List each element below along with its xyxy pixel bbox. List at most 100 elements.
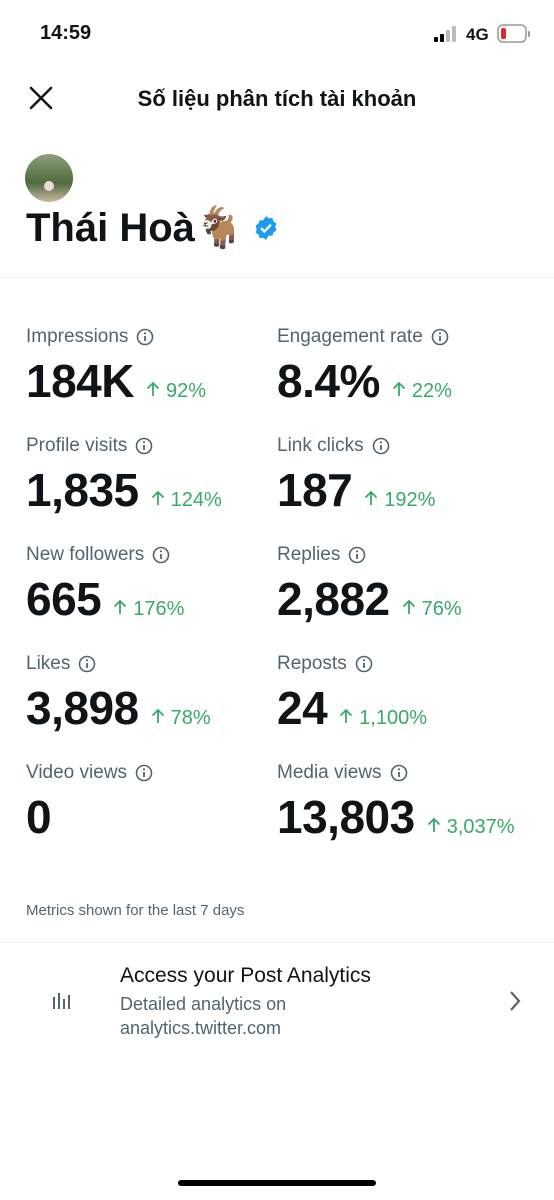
up-arrow	[402, 599, 415, 614]
metric-change: 124%	[151, 489, 222, 512]
metric-label: Video views	[26, 762, 128, 783]
metric-card: Link clicks 187 192%	[277, 434, 527, 516]
metric-label-row: Video views	[26, 761, 276, 785]
metric-card: Engagement rate 8.4% 22%	[277, 325, 527, 407]
metric-value: 3,898	[26, 682, 139, 734]
post-analytics-description: Detailed analytics on analytics.twitter.…	[120, 994, 287, 1038]
metric-card: Video views 0	[26, 761, 276, 843]
up-arrow	[114, 599, 127, 614]
metric-value: 1,835	[26, 464, 139, 516]
home-indicator	[178, 1180, 376, 1186]
metric-label: Profile visits	[26, 435, 128, 456]
info-icon[interactable]	[135, 764, 153, 782]
metric-change: 78%	[151, 707, 211, 730]
metric-change-value: 124%	[170, 489, 222, 511]
up-arrow	[151, 490, 164, 505]
analytics-icon	[53, 993, 70, 1009]
metric-change-value: 1,100%	[359, 707, 428, 729]
info-icon[interactable]	[372, 437, 390, 455]
metric-label: Engagement rate	[277, 326, 423, 347]
metric-card: Reposts 24 1,100%	[277, 652, 527, 734]
metric-change: 192%	[364, 489, 435, 512]
metric-change-value: 192%	[384, 489, 436, 511]
metric-value-row: 24 1,100%	[277, 682, 527, 734]
metric-value-row: 3,898 78%	[26, 682, 276, 734]
up-arrow	[392, 381, 405, 396]
metric-value-row: 1,835 124%	[26, 464, 276, 516]
metric-card: Impressions 184K 92%	[26, 325, 276, 407]
metric-value: 187	[277, 464, 353, 516]
metric-label-row: Engagement rate	[277, 325, 527, 349]
network-label: 4G	[466, 25, 489, 44]
metric-label: Impressions	[26, 326, 129, 347]
metric-change-value: 78%	[170, 707, 211, 729]
metric-change-value: 76%	[421, 598, 462, 620]
metric-label-row: Likes	[26, 652, 276, 676]
info-icon[interactable]	[355, 655, 373, 673]
metric-label-row: Replies	[277, 543, 527, 567]
metric-value: 665	[26, 573, 102, 625]
metric-value: 2,882	[277, 573, 390, 625]
metric-value-row: 13,803 3,037%	[277, 791, 527, 843]
metric-value-row: 187 192%	[277, 464, 527, 516]
metric-card: New followers 665 176%	[26, 543, 276, 625]
metric-label-row: Profile visits	[26, 434, 276, 458]
metric-label: Reposts	[277, 653, 347, 674]
metric-change: 76%	[402, 598, 462, 621]
post-analytics-link[interactable]: Access your Post Analytics Detailed anal…	[0, 943, 554, 1053]
metric-card: Likes 3,898 78%	[26, 652, 276, 734]
metric-value-row: 8.4% 22%	[277, 355, 527, 407]
metric-value-row: 0	[26, 791, 276, 843]
metric-value-row: 184K 92%	[26, 355, 276, 407]
metric-label: Media views	[277, 762, 382, 783]
divider	[0, 277, 554, 278]
info-icon[interactable]	[152, 546, 170, 564]
chevron-right	[510, 991, 521, 1011]
metric-change: 1,100%	[339, 707, 427, 730]
metric-change: 3,037%	[427, 816, 515, 839]
metric-value: 184K	[26, 355, 134, 407]
metric-change-value: 176%	[133, 598, 185, 620]
metric-value-row: 2,882 76%	[277, 573, 527, 625]
divider	[0, 942, 554, 943]
metric-value: 24	[277, 682, 328, 734]
metric-label-row: New followers	[26, 543, 276, 567]
battery-icon	[497, 24, 530, 43]
metric-value: 13,803	[277, 791, 415, 843]
info-icon[interactable]	[136, 328, 154, 346]
info-icon[interactable]	[78, 655, 96, 673]
info-icon[interactable]	[348, 546, 366, 564]
metric-change-value: 22%	[411, 380, 452, 402]
metric-label: Link clicks	[277, 435, 364, 456]
metric-value: 8.4%	[277, 355, 380, 407]
close-button[interactable]	[29, 86, 53, 110]
metric-change: 176%	[113, 598, 184, 621]
metric-card: Media views 13,803 3,037%	[277, 761, 527, 843]
info-icon[interactable]	[431, 328, 449, 346]
metric-label-row: Media views	[277, 761, 527, 785]
metric-card: Replies 2,882 76%	[277, 543, 527, 625]
up-arrow	[365, 490, 378, 505]
metric-label: Likes	[26, 653, 71, 674]
avatar[interactable]	[24, 153, 74, 203]
info-icon[interactable]	[135, 437, 153, 455]
metric-label: Replies	[277, 544, 341, 565]
metric-change: 92%	[146, 380, 206, 403]
profile-name: Thái Hoà🐐	[26, 206, 245, 250]
signal-icon	[434, 26, 456, 42]
status-time: 14:59	[40, 22, 92, 44]
metric-value-row: 665 176%	[26, 573, 276, 625]
metric-value: 0	[26, 791, 52, 843]
metric-card: Profile visits 1,835 124%	[26, 434, 276, 516]
metric-label-row: Link clicks	[277, 434, 527, 458]
info-icon[interactable]	[390, 764, 408, 782]
up-arrow	[340, 708, 353, 723]
up-arrow	[151, 708, 164, 723]
metric-label: New followers	[26, 544, 145, 565]
metric-change-value: 3,037%	[446, 816, 515, 838]
metric-change-value: 92%	[165, 380, 206, 402]
verified-badge	[255, 215, 277, 240]
up-arrow	[146, 381, 160, 396]
up-arrow	[427, 817, 440, 832]
